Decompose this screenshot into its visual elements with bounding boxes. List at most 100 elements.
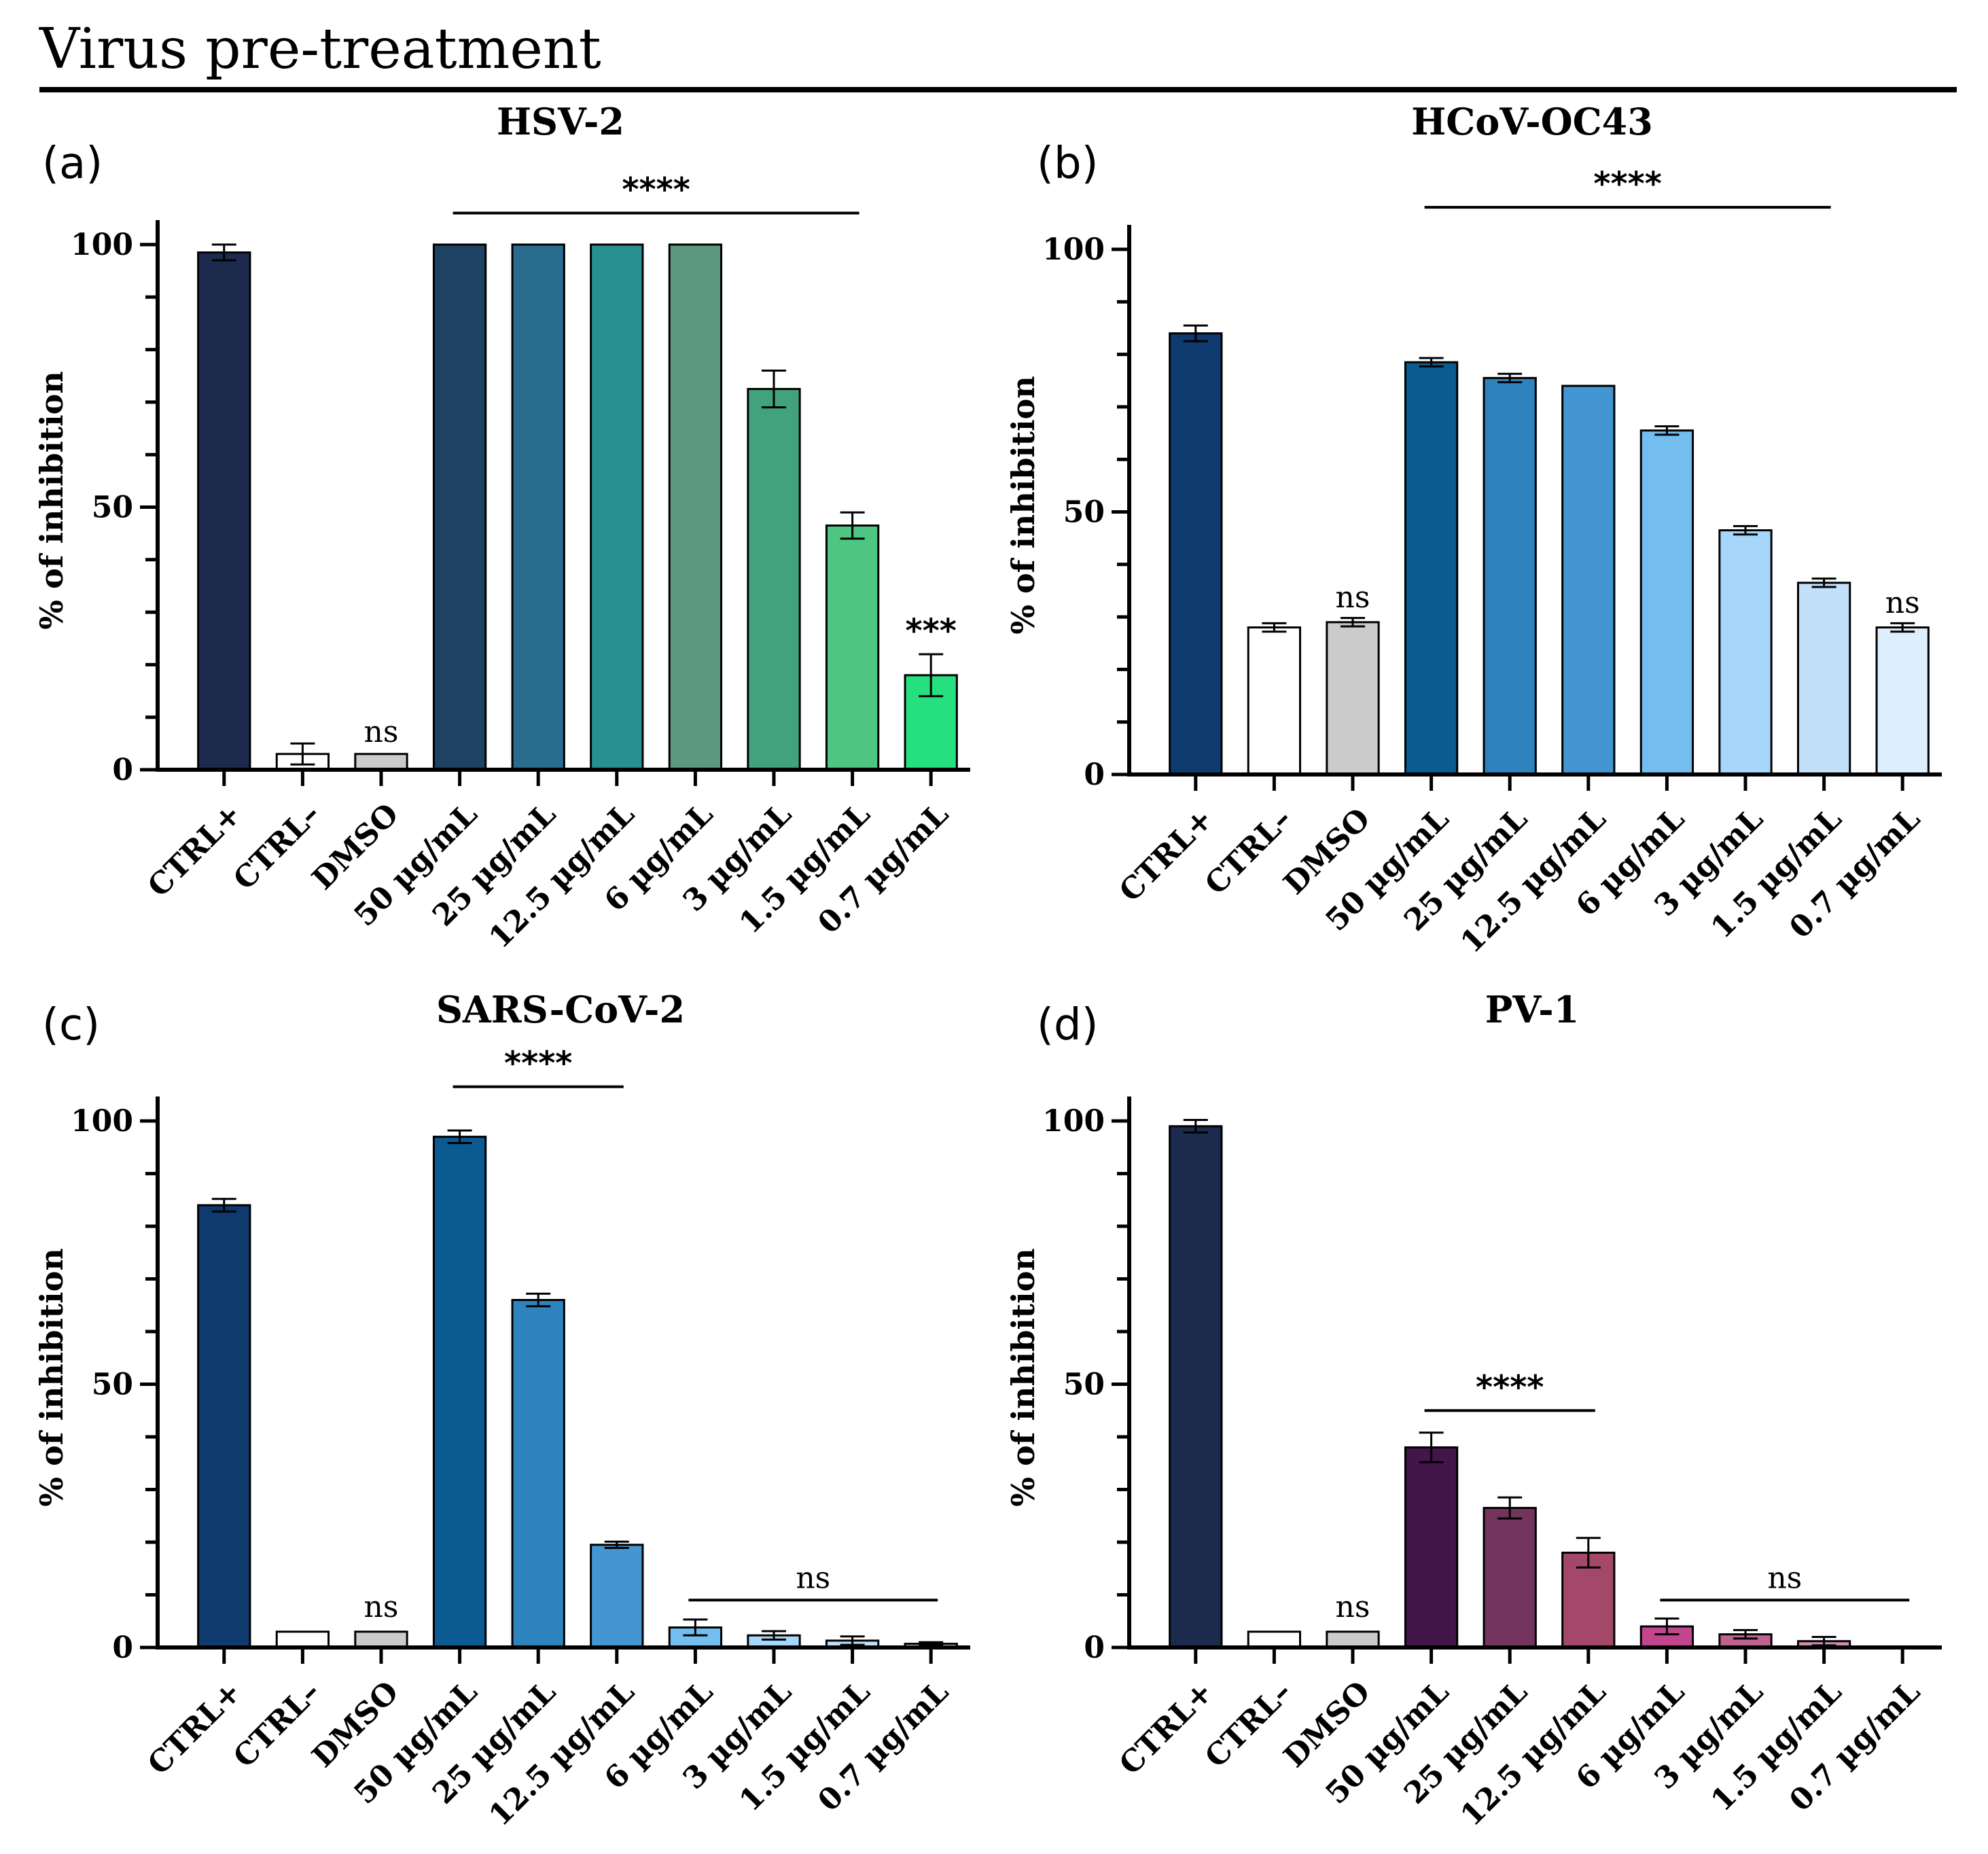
error-bar-4 xyxy=(1497,1496,1523,1520)
panel-letter: (d) xyxy=(1037,1000,1099,1050)
x-tick-label: CTRL+ xyxy=(1113,802,1220,909)
error-bar-6 xyxy=(1654,425,1680,436)
error-bar-6 xyxy=(1654,1617,1680,1636)
bar-4 xyxy=(511,1299,565,1649)
bar-1 xyxy=(1247,1630,1302,1649)
error-bar-5 xyxy=(604,1540,629,1550)
error-bar-2 xyxy=(1341,617,1365,628)
chart-panel-1: (b) HCoV-OC43 % of inhibition 0 50 100 CTRL+CT… xyxy=(1005,100,1942,960)
significance-1: ns xyxy=(1336,1590,1370,1624)
significance-1: ns xyxy=(364,715,399,749)
significance-label: ns xyxy=(1336,1590,1370,1624)
y-axis-label: % of inhibition xyxy=(1005,1248,1042,1507)
error-bar-5 xyxy=(1576,1537,1601,1569)
y-axis-label: % of inhibition xyxy=(33,1248,70,1507)
significance-0: **** xyxy=(1424,165,1831,209)
x-tick-label: CTRL– xyxy=(227,1675,327,1775)
error-bar-7 xyxy=(1733,524,1758,536)
significance-label: ns xyxy=(364,1590,399,1624)
bar-0 xyxy=(1169,332,1223,776)
y-tick-label: 100 xyxy=(1042,232,1105,267)
y-tick-label: 50 xyxy=(92,1368,133,1402)
significance-0: **** xyxy=(1424,1368,1595,1412)
error-bar-6 xyxy=(683,1618,708,1637)
bar-2 xyxy=(1326,1630,1380,1649)
significance-2: *** xyxy=(906,612,957,650)
error-bar-9 xyxy=(1890,622,1915,633)
panel-letter: (c) xyxy=(42,1000,100,1050)
bar-4 xyxy=(1483,1507,1537,1649)
error-bar-0 xyxy=(1183,1118,1208,1134)
chart-panel-3: (d) PV-1% of inhibition050100CTRL+CTRL–DM… xyxy=(1005,988,1942,1833)
error-bar-3 xyxy=(1419,1431,1444,1463)
chart-panel-2: (c) SARS-CoV-2 % of inhibition 0 50 100 CTRL+C… xyxy=(33,988,970,1833)
bar-5 xyxy=(1561,1552,1616,1649)
error-bar-3 xyxy=(447,1129,472,1145)
bar-2 xyxy=(354,753,408,771)
significance-label: **** xyxy=(504,1045,572,1083)
error-bar-4 xyxy=(1497,372,1523,384)
error-bar-9 xyxy=(919,1641,944,1647)
significance-label: **** xyxy=(1593,165,1661,203)
chart-title: PV-1 xyxy=(1485,988,1580,1031)
bar-3 xyxy=(1404,1446,1459,1649)
bar-7 xyxy=(1718,529,1773,776)
error-bar-0 xyxy=(1183,324,1208,342)
y-tick-label: 100 xyxy=(71,1104,133,1139)
x-tick-label: CTRL– xyxy=(1199,802,1298,902)
significance-label: **** xyxy=(1476,1368,1544,1406)
bar-2 xyxy=(354,1630,408,1649)
x-tick-label: CTRL– xyxy=(1199,1675,1298,1775)
panel-letter: (a) xyxy=(42,139,103,189)
bar-3 xyxy=(432,1135,487,1649)
error-bar-0 xyxy=(211,1198,236,1213)
y-tick-label: 100 xyxy=(71,228,133,262)
error-bar-8 xyxy=(1811,1636,1836,1647)
y-tick-label: 50 xyxy=(1063,1368,1105,1402)
significance-label: ns xyxy=(1885,586,1920,620)
error-bar-3 xyxy=(1419,357,1444,368)
error-bar-7 xyxy=(1733,1628,1758,1640)
significance-0: **** xyxy=(452,171,859,215)
significance-2: ns xyxy=(688,1561,938,1602)
bar-0 xyxy=(197,1204,251,1649)
significance-label: ns xyxy=(1767,1561,1802,1595)
bar-2 xyxy=(1326,621,1380,776)
x-tick-label: CTRL– xyxy=(227,797,327,897)
significance-label: ns xyxy=(796,1561,830,1595)
bar-1 xyxy=(275,1630,330,1649)
error-bar-1 xyxy=(1262,622,1287,633)
error-bar-8 xyxy=(1811,577,1836,588)
error-bar-8 xyxy=(840,511,865,540)
x-tick-label: CTRL+ xyxy=(1113,1675,1220,1782)
bar-0 xyxy=(197,251,251,771)
significance-1: ns xyxy=(364,1590,399,1624)
bar-3 xyxy=(1404,361,1459,776)
error-bar-1 xyxy=(290,742,315,766)
significance-label: *** xyxy=(906,612,957,650)
error-bar-4 xyxy=(526,1292,551,1308)
chart-title: HSV-2 xyxy=(497,100,624,143)
x-tick-label: CTRL+ xyxy=(141,1675,249,1782)
x-tick-label: CTRL+ xyxy=(141,797,249,904)
page-title: Virus pre-treatment xyxy=(39,17,601,82)
error-bar-7 xyxy=(762,1630,786,1641)
y-tick-label: 0 xyxy=(112,753,133,787)
bar-8 xyxy=(1796,582,1851,776)
significance-label: ns xyxy=(1336,580,1370,615)
error-bar-9 xyxy=(919,653,944,698)
bar-0 xyxy=(1169,1125,1223,1649)
significance-0: **** xyxy=(452,1045,624,1088)
error-bar-7 xyxy=(762,370,786,409)
significance-label: **** xyxy=(622,171,690,209)
bar-7 xyxy=(747,388,801,771)
bar-6 xyxy=(668,243,723,771)
bar-5 xyxy=(1561,385,1616,776)
y-tick-label: 100 xyxy=(1042,1104,1105,1139)
y-tick-label: 0 xyxy=(1084,1630,1105,1665)
significance-2: ns xyxy=(1660,1561,1910,1602)
chart-panel-0: (a)HSV-2% of inhibition050100CTRL+CTRL–D… xyxy=(33,100,970,955)
bar-9 xyxy=(1875,626,1930,776)
error-bar-8 xyxy=(840,1635,865,1646)
